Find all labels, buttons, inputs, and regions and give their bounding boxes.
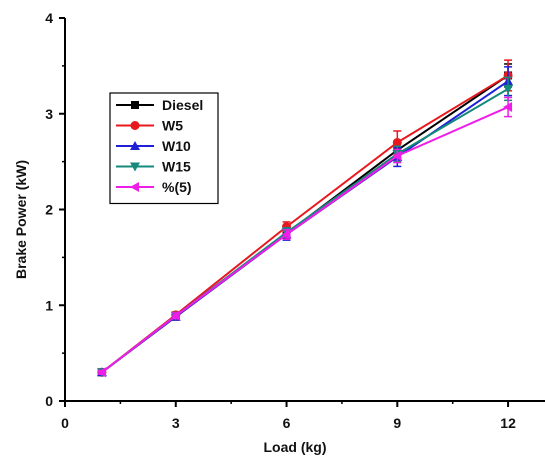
series-5 — [96, 96, 513, 378]
legend-box — [109, 92, 219, 205]
data-point — [392, 137, 402, 147]
x-tick-label: 6 — [283, 415, 291, 431]
legend: Diesel W5 W10 W15 %(5) — [109, 92, 219, 205]
y-tick-label: 3 — [45, 106, 53, 122]
legend-item: W10 — [116, 138, 191, 154]
y-axis-title: Brake Power (kW) — [13, 160, 29, 279]
x-tick-label: 0 — [61, 415, 69, 431]
x-tick-label: 12 — [500, 415, 516, 431]
y-tick-label: 1 — [45, 297, 53, 313]
x-axis-title: Load (kg) — [264, 439, 327, 455]
data-point — [392, 150, 402, 161]
series-layer — [96, 59, 514, 378]
data-point — [503, 102, 513, 113]
legend-label: Diesel — [162, 97, 203, 113]
legend-marker — [130, 141, 140, 150]
x-tick-label: 9 — [393, 415, 401, 431]
legend-label: W10 — [162, 138, 191, 154]
legend-item: %(5) — [116, 179, 192, 195]
legend-marker — [130, 182, 139, 192]
legend-marker — [131, 101, 139, 109]
data-point — [281, 229, 291, 240]
legend-label: W15 — [162, 159, 191, 175]
legend-marker — [130, 121, 140, 130]
legend-item: W15 — [116, 159, 191, 175]
legend-item: W5 — [116, 118, 183, 134]
x-tick-label: 3 — [172, 415, 180, 431]
y-tick-label: 2 — [45, 202, 53, 218]
data-point — [503, 84, 514, 94]
data-point — [170, 310, 180, 321]
y-tick-label: 4 — [45, 10, 53, 26]
data-point — [96, 367, 106, 378]
legend-label: W5 — [162, 118, 183, 134]
legend-label: %(5) — [162, 179, 192, 195]
y-tick-label: 0 — [45, 393, 53, 409]
legend-marker — [130, 162, 140, 172]
legend-item: Diesel — [116, 97, 203, 113]
